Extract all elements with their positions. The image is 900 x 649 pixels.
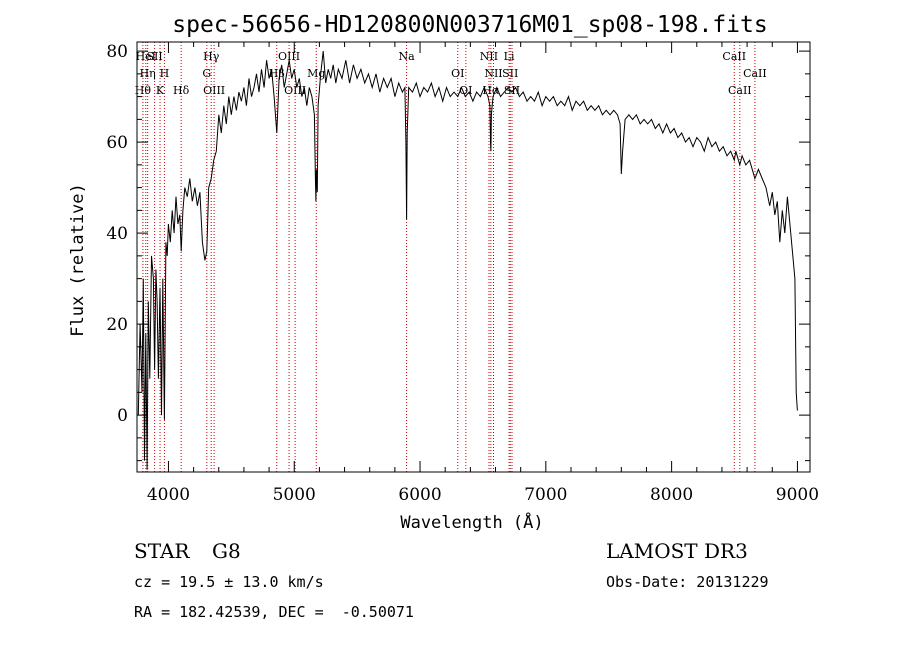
line-label: H — [160, 67, 170, 80]
line-label: K — [156, 84, 165, 97]
line-label: Hγ — [203, 50, 220, 63]
line-label: SII — [146, 50, 162, 63]
y-axis-label: Flux (relative) — [68, 183, 88, 337]
line-label: Mg — [307, 67, 325, 80]
line-label: CaII — [728, 84, 752, 97]
y-tick-label: 80 — [106, 42, 128, 62]
y-axis: 0 20 40 60 80 — [106, 42, 810, 462]
x-tick-label: 8000 — [650, 485, 693, 505]
line-label: OIII — [278, 50, 300, 63]
redshift-text: cz = 19.5 ± 13.0 km/s — [134, 573, 324, 591]
survey-name: LAMOST DR3 — [606, 539, 748, 563]
line-label: Hθ — [135, 84, 152, 97]
spectrum-line — [137, 51, 798, 470]
x-tick-label: 4000 — [147, 485, 190, 505]
line-label: CaII — [722, 50, 746, 63]
line-label: Li — [504, 50, 515, 63]
x-tick-label: 6000 — [398, 485, 441, 505]
line-markers — [142, 42, 756, 472]
x-tick-label: 7000 — [524, 485, 567, 505]
line-label: SII — [502, 67, 518, 80]
line-label: G — [202, 67, 211, 80]
line-label: OI — [459, 84, 472, 97]
y-tick-label: 20 — [106, 315, 128, 335]
object-subclass: G8 — [212, 539, 241, 563]
obs-date-text: Obs-Date: 20131229 — [606, 573, 769, 591]
coords-text: RA = 182.42539, DEC = -0.50071 — [134, 603, 414, 621]
y-tick-label: 0 — [117, 406, 128, 426]
line-label: SII — [504, 84, 520, 97]
x-tick-label: 5000 — [273, 485, 316, 505]
y-tick-label: 40 — [106, 224, 128, 244]
line-label: Na — [398, 50, 415, 63]
x-axis-label: Wavelength (Å) — [400, 511, 543, 533]
line-label: NII — [480, 50, 498, 63]
chart-title: spec-56656-HD120800N003716M01_sp08-198.f… — [172, 12, 767, 38]
plot-frame — [136, 41, 811, 473]
line-label: OIII — [284, 84, 306, 97]
line-label: Hη — [140, 67, 156, 80]
object-class: STAR — [134, 539, 190, 563]
line-label: OIII — [203, 84, 225, 97]
line-label: OI — [451, 67, 464, 80]
x-axis: 4000 5000 6000 7000 8000 9000 — [147, 42, 819, 505]
line-label: Hδ — [173, 84, 190, 97]
line-label: CaII — [743, 67, 767, 80]
x-tick-label: 9000 — [776, 485, 819, 505]
line-label: NII — [484, 67, 502, 80]
y-tick-label: 60 — [106, 133, 128, 153]
line-label: HeI — [136, 50, 156, 63]
